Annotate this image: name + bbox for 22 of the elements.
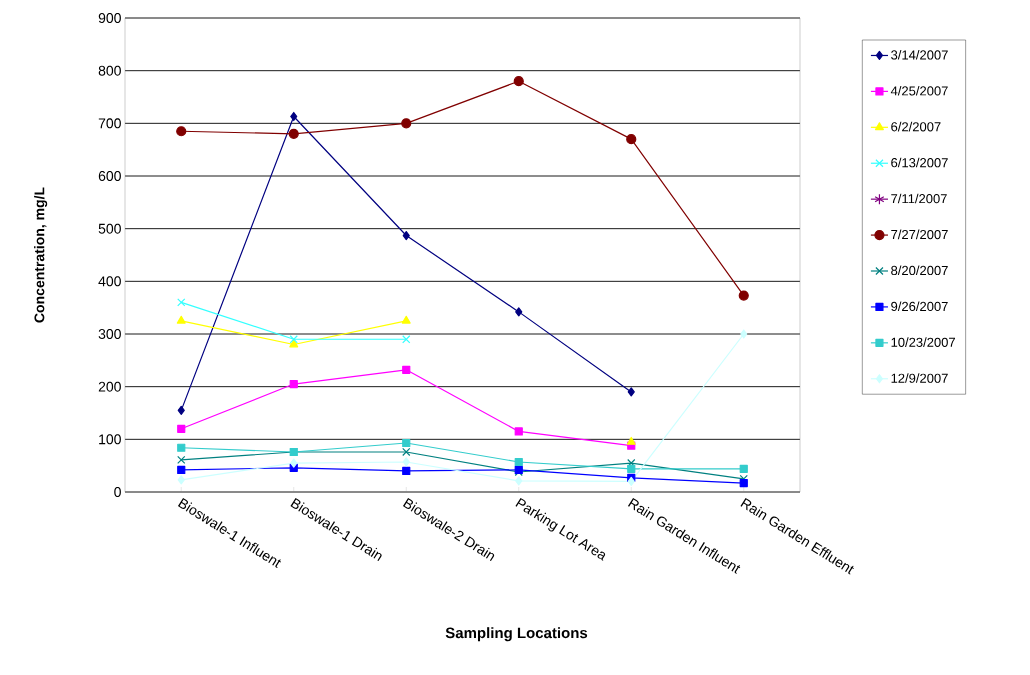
legend-label: 8/20/2007 [891,265,948,276]
legend-label: 6/2/2007 [891,121,941,132]
legend-label: 6/13/2007 [891,157,948,168]
y-tick-label: 700 [98,118,121,129]
legend-label: 10/23/2007 [891,337,955,347]
legend-label: 7/27/2007 [891,229,948,240]
x-axis-title: Sampling Locations [445,627,588,642]
y-tick-label: 200 [98,381,121,392]
legend-label: 4/25/2007 [890,85,948,96]
y-tick-label: 600 [98,171,121,181]
y-tick-label: 300 [98,329,121,339]
y-tick-label: 900 [98,13,121,23]
legend-label: 9/26/2007 [891,301,948,311]
legend-label: 7/11/2007 [891,193,947,204]
legend-label: 12/9/2007 [891,373,948,383]
y-axis-title: Concentration, mg/L [34,187,48,323]
y-tick-label: 400 [98,276,121,287]
legend-label: 3/14/2007 [891,50,948,60]
y-tick-label: 800 [98,65,121,76]
y-tick-label: 0 [114,487,121,497]
y-tick-label: 500 [98,223,121,234]
y-tick-label: 100 [99,434,121,445]
